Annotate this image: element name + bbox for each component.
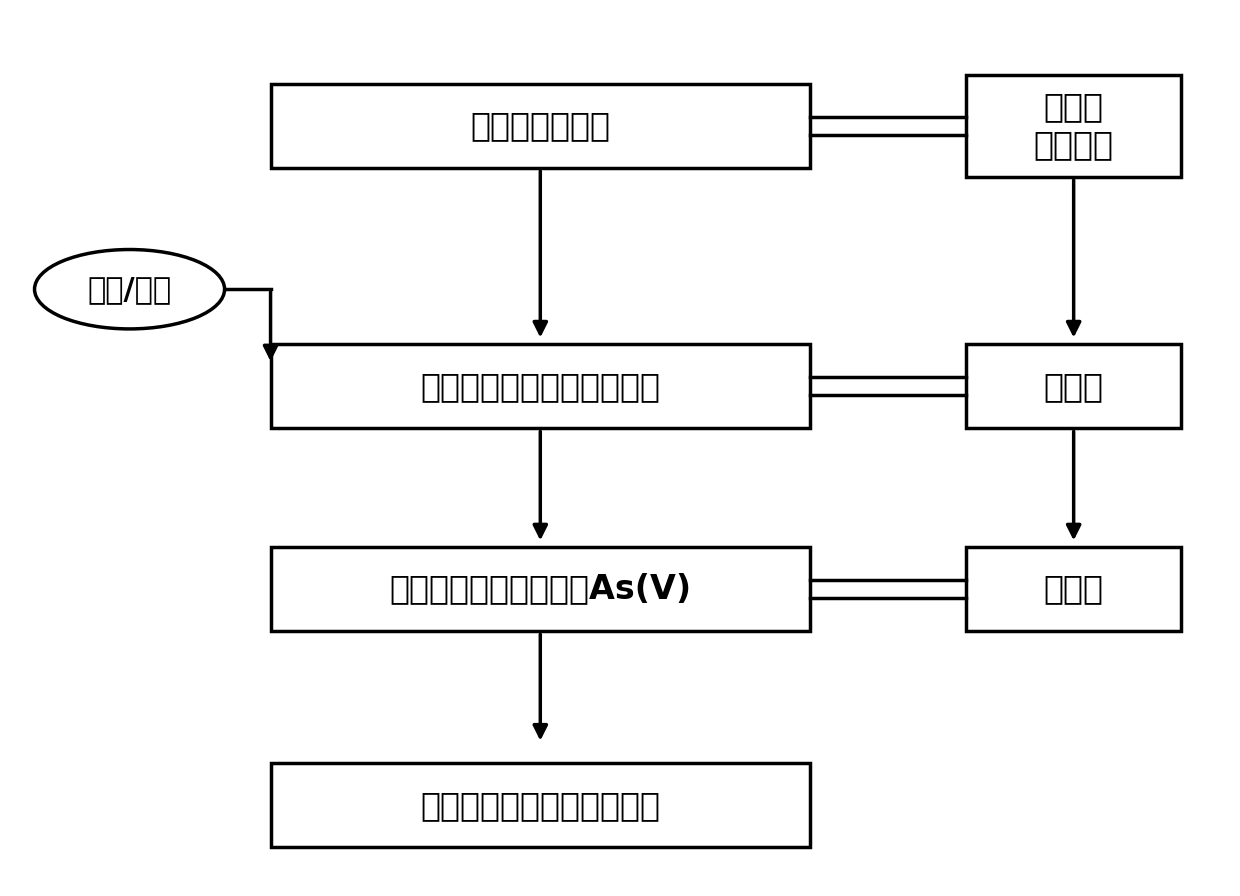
Text: 微波耦合亚铁盐氧化硫化砷: 微波耦合亚铁盐氧化硫化砷 [420,370,661,403]
FancyBboxPatch shape [270,344,810,428]
Text: 微波耦合亚铁盐稳定化As(V): 微波耦合亚铁盐稳定化As(V) [389,573,692,606]
Text: 中功率: 中功率 [1044,370,1104,403]
FancyBboxPatch shape [270,547,810,631]
FancyBboxPatch shape [966,344,1180,428]
Text: 高功率: 高功率 [1044,573,1104,606]
Text: 微波溶解砷酸钙: 微波溶解砷酸钙 [470,109,610,142]
FancyBboxPatch shape [966,547,1180,631]
Text: 空气/氧气: 空气/氧气 [88,275,171,304]
Ellipse shape [35,249,224,329]
FancyBboxPatch shape [966,75,1180,177]
Text: 低功率
高含水率: 低功率 高含水率 [1034,90,1114,161]
Text: 实现雄黄尾矿渣长效稳定性: 实现雄黄尾矿渣长效稳定性 [420,788,661,822]
FancyBboxPatch shape [270,84,810,168]
FancyBboxPatch shape [270,763,810,847]
